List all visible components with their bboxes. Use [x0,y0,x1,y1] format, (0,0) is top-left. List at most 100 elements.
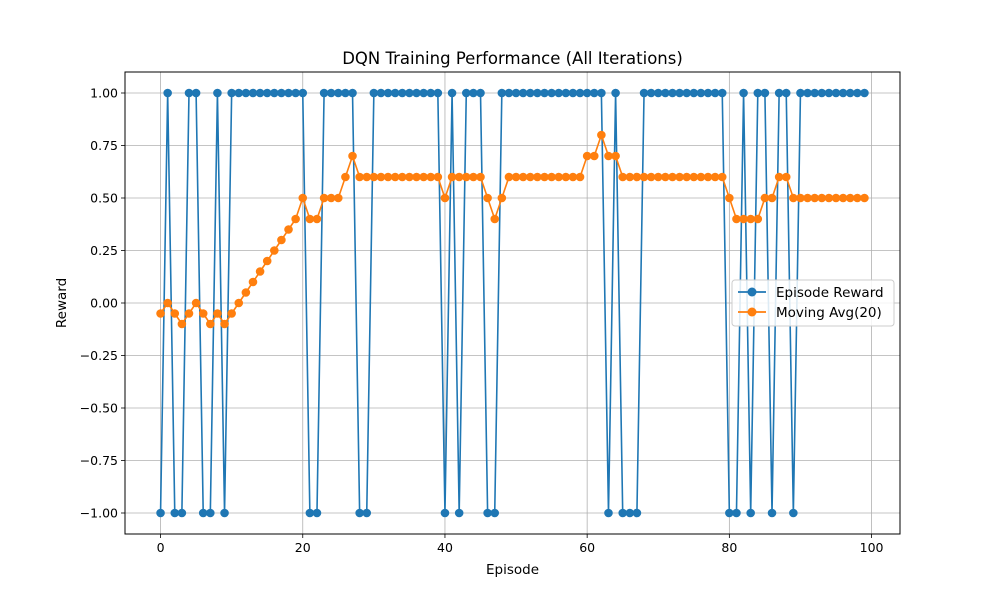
chart-title: DQN Training Performance (All Iterations… [342,49,683,68]
data-point [732,508,741,518]
data-point [433,172,443,182]
data-point [717,172,727,182]
data-point [625,172,635,182]
data-point [632,508,642,518]
data-point [675,88,684,98]
data-point [298,88,308,98]
data-point [469,88,478,98]
data-point [817,193,827,203]
data-point [497,193,507,203]
data-point [383,88,393,98]
data-point [554,88,564,98]
data-point [789,193,798,203]
data-point [853,193,862,203]
data-point [334,88,343,98]
data-point [589,88,599,98]
data-point [369,172,379,182]
data-point [774,88,784,98]
data-point [760,193,770,203]
data-point [433,88,443,98]
data-point [262,88,272,98]
data-point [227,309,236,318]
data-point [824,88,834,98]
data-point [405,88,414,98]
data-point [291,88,300,98]
data-point [653,172,663,182]
data-point [213,88,222,98]
data-point [220,319,229,329]
legend-label-episode-reward: Episode Reward [776,285,884,301]
data-point [461,172,471,182]
data-point [440,193,450,203]
series-0 [156,88,869,518]
data-point [319,193,329,203]
data-point [369,88,379,98]
data-point [341,88,350,98]
plot-series [156,88,869,518]
data-point [710,88,720,98]
data-point [781,172,791,182]
data-point [255,88,265,98]
data-point [533,88,542,98]
data-point [518,88,528,98]
data-point [845,193,855,203]
data-point [170,309,180,318]
data-point [554,172,564,182]
data-point [397,172,407,182]
data-point [561,172,571,182]
data-point [206,508,215,518]
data-point [682,172,691,182]
y-tick-label: 0.00 [90,296,118,311]
data-point [533,172,542,182]
data-point [355,508,364,518]
y-tick-label: 1.00 [90,86,118,101]
data-point [383,172,393,182]
data-point [227,88,236,98]
data-point [789,508,798,518]
data-point [291,214,300,224]
data-point [405,172,414,182]
data-point [853,88,862,98]
data-point [198,309,208,318]
data-point [412,88,421,98]
data-point [255,267,265,276]
legend: Episode Reward Moving Avg(20) [731,279,895,327]
y-tick-label: −0.50 [80,401,118,416]
data-point [341,172,350,182]
data-point [234,88,244,98]
data-point [476,88,485,98]
data-point [262,256,272,266]
data-point [270,88,279,98]
data-point [447,88,457,98]
data-point [547,88,556,98]
data-point [696,88,706,98]
data-point [312,508,322,518]
y-tick-label: 0.75 [90,138,118,153]
data-point [803,88,812,98]
data-point [191,298,201,308]
data-point [781,88,791,98]
data-point [767,508,777,518]
y-tick-label: −1.00 [80,506,118,521]
data-point [696,172,706,182]
data-point [653,88,663,98]
data-point [483,508,492,518]
data-point [725,193,734,203]
data-point [618,172,628,182]
legend-marker-moving-avg [747,307,757,317]
data-point [668,172,677,182]
legend-box [731,279,895,327]
data-point [597,130,606,140]
data-point [582,151,592,161]
data-point [796,193,805,203]
data-point [348,151,357,161]
data-point [625,508,635,518]
data-point [419,88,428,98]
data-point [419,172,428,182]
y-axis-label: Reward [54,278,70,328]
data-point [198,508,208,518]
data-point [817,88,827,98]
data-point [376,172,386,182]
x-tick-label: 20 [295,540,311,555]
